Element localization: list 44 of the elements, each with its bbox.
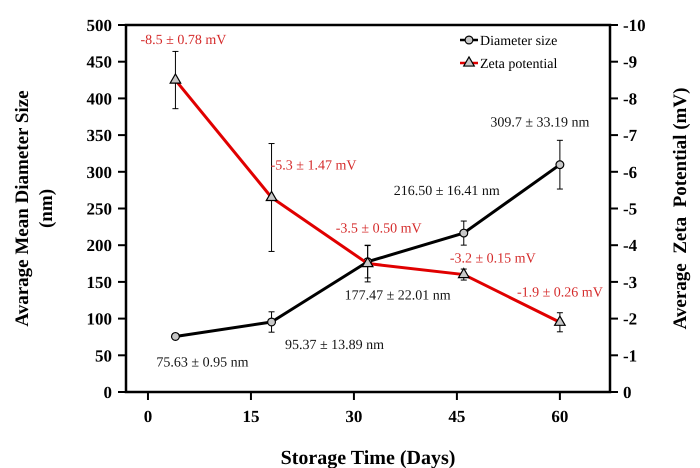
data-label: -3.5 ± 0.50 mV <box>336 222 422 237</box>
point <box>459 228 468 238</box>
y-tick-label: 200 <box>86 236 112 256</box>
y2-tick-label: -8 <box>623 89 638 108</box>
y-tick-label: 350 <box>86 126 112 146</box>
x-tick-label: 15 <box>242 407 260 426</box>
y-tick-label: 150 <box>86 272 112 292</box>
data-label: 95.37 ± 13.89 nm <box>285 338 384 353</box>
x-tick-label: 60 <box>551 407 568 426</box>
data-label: -1.9 ± 0.26 mV <box>516 285 603 300</box>
y2-tick-label: -6 <box>623 162 638 182</box>
x-tick-label: 30 <box>345 407 362 426</box>
data-label: 309.7 ± 33.19 nm <box>490 116 590 131</box>
y2-tick-label: -4 <box>623 236 638 256</box>
y-tick-label: 300 <box>86 162 112 182</box>
y-tick-label: 500 <box>86 16 112 35</box>
point <box>555 160 564 170</box>
y-tick-label: 400 <box>86 89 112 108</box>
data-label: -8.5 ± 0.78 mV <box>140 33 226 48</box>
y2-tick-label: -2 <box>623 310 638 329</box>
x-tick-label: 45 <box>448 407 466 426</box>
data-label: 177.47 ± 22.01 nm <box>344 288 451 304</box>
data-label: -3.2 ± 0.15 mV <box>450 252 536 267</box>
y-axis-title: Avarage Mean Diameter Size (nm) <box>12 90 57 327</box>
y2-axis-title: Average Zeta Potential (mV) <box>670 88 691 330</box>
legend-label: Diameter size <box>480 34 558 49</box>
point <box>267 317 276 326</box>
y-tick-label: 50 <box>95 346 112 366</box>
y-tick-label: 0 <box>104 383 112 402</box>
y2-tick-label: -7 <box>623 126 638 146</box>
data-label: 216.50 ± 16.41 nm <box>394 184 500 200</box>
y2-tick-label: -10 <box>623 16 646 35</box>
y2-tick-label: -5 <box>623 200 638 218</box>
y2-tick-label: -9 <box>623 52 638 72</box>
y-tick-label: 250 <box>86 200 112 218</box>
y-tick-label: 450 <box>86 52 112 72</box>
y2-tick-label: 0 <box>623 383 632 402</box>
data-label: 75.63 ± 0.95 nm <box>156 355 249 370</box>
x-tick-label: 0 <box>144 407 152 426</box>
y2-tick-label: -3 <box>623 272 638 292</box>
y-tick-label: 100 <box>86 310 112 329</box>
y2-tick-label: -1 <box>623 346 638 366</box>
legend-label: Zeta potential <box>480 57 558 72</box>
point <box>170 332 180 341</box>
